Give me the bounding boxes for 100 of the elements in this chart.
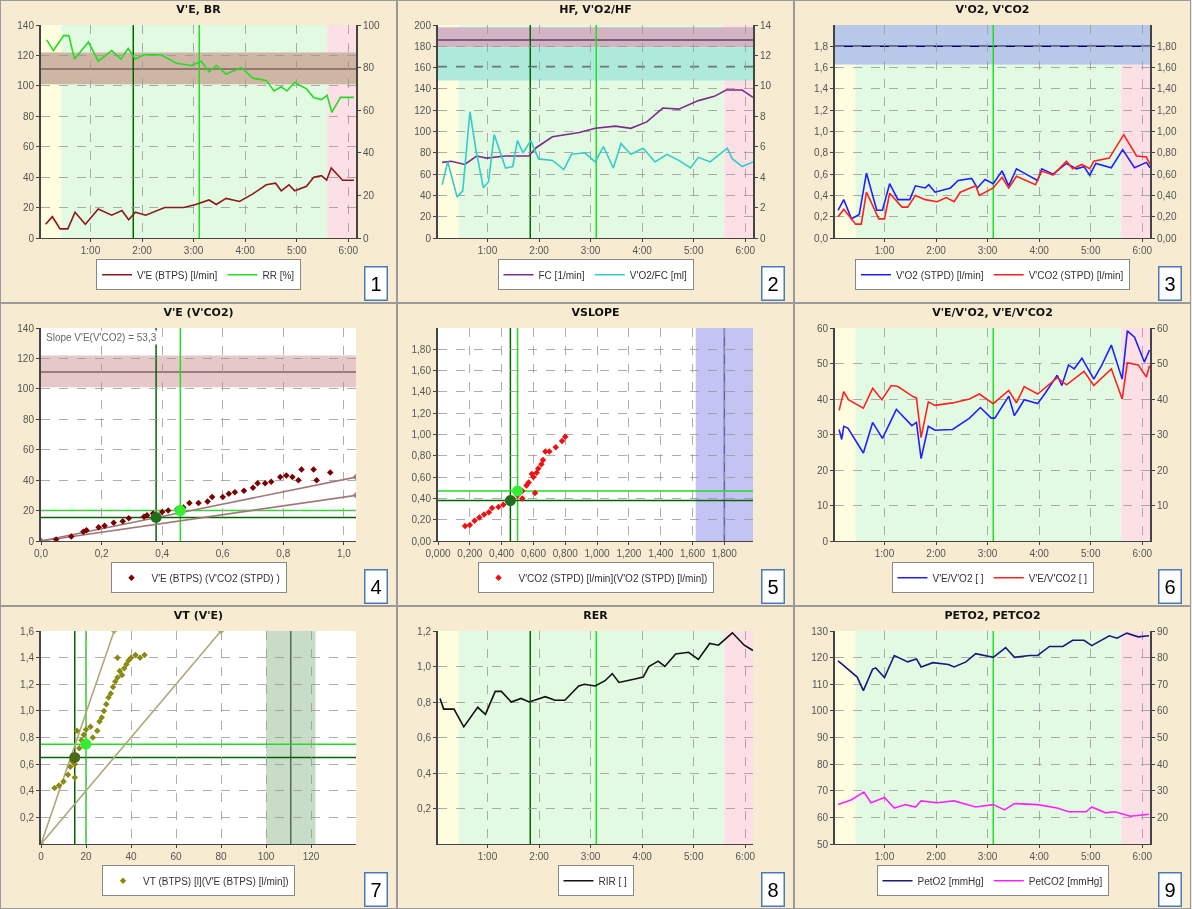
x-tick-label: 1,0 — [336, 548, 352, 559]
x-tick-label: 100 — [257, 851, 275, 862]
x-tick-label: 1,200 — [616, 548, 642, 559]
x-tick-label: 80 — [215, 851, 227, 862]
legend-label: V'E/V'CO2 [ ] — [1028, 572, 1088, 584]
x-tick-label: 1,800 — [711, 548, 738, 559]
x-tick-label: 0 — [38, 851, 45, 862]
y-tick-label: 0,8 — [417, 696, 432, 708]
x-tick-label: 6:00 — [1132, 548, 1153, 559]
x-tick-label: 2:00 — [132, 245, 153, 256]
y-tick-label: 0,4 — [814, 189, 829, 201]
y-tick-label: 1,40 — [411, 386, 432, 398]
y-tick-label: 20 — [816, 464, 829, 476]
x-tick-label: 5:00 — [1080, 548, 1101, 559]
y-tick-label: 0,2 — [814, 211, 829, 223]
legend-label: RIR [ ] — [598, 875, 628, 887]
y2-tick-label: 6 — [760, 141, 766, 153]
y-tick-label: 20 — [419, 211, 432, 223]
x-tick-label: 5:00 — [683, 851, 704, 862]
x-tick-label: 5:00 — [683, 245, 704, 256]
text: 1 — [370, 272, 382, 295]
y2-tick-label: 0,40 — [1157, 189, 1177, 201]
y2-tick-label: 30 — [1157, 785, 1169, 797]
y-tick-label: 80 — [22, 413, 35, 425]
y2-tick-label: 30 — [1157, 429, 1169, 440]
y-tick-label: 1,20 — [411, 407, 432, 419]
y-tick-label: 30 — [816, 429, 829, 440]
x-tick-label: 1,600 — [680, 548, 706, 559]
x-tick-label: 1:00 — [874, 245, 895, 256]
y2-tick-label: 70 — [1157, 678, 1169, 690]
y-tick-label: 140 — [17, 322, 35, 334]
x-tick-label: 1:00 — [477, 245, 498, 256]
y-tick-label: 0 — [28, 232, 35, 244]
y-tick-label: 0,4 — [20, 785, 35, 797]
x-tick-label: 0,200 — [457, 548, 483, 559]
x-tick-label: 20 — [80, 851, 92, 862]
y-tick-label: 0,6 — [417, 732, 432, 743]
y2-tick-label: 20 — [363, 189, 375, 201]
y-tick-label: 0 — [822, 535, 829, 547]
y2-tick-label: 90 — [1157, 625, 1169, 637]
y2-tick-label: 0 — [363, 232, 369, 244]
chart-title: RER — [583, 609, 609, 623]
x-tick-label: 6:00 — [735, 851, 756, 862]
text: 8 — [767, 878, 779, 901]
y2-tick-label: 12 — [760, 49, 772, 61]
x-tick-label: 6:00 — [1132, 245, 1153, 256]
chart-title: V'E, BR — [176, 3, 222, 17]
y-tick-label: 1,60 — [411, 365, 432, 377]
y2-tick-label: 0,60 — [1157, 168, 1177, 180]
y2-tick-label: 0,00 — [1157, 232, 1177, 244]
y2-tick-label: 60 — [1157, 705, 1169, 717]
x-tick-label: 1:00 — [477, 851, 498, 862]
y-tick-label: 1,0 — [417, 661, 432, 672]
legend-label: V'E/V'O2 [ ] — [932, 572, 984, 584]
y-tick-label: 120 — [17, 352, 35, 364]
y-tick-label: 80 — [816, 758, 829, 770]
x-tick-label: 5:00 — [286, 245, 307, 256]
y-tick-label: 0,8 — [814, 147, 829, 159]
legend-label: V'E (BTPS) (V'CO2 (STPD) ) — [151, 572, 280, 584]
chart-title: V'O2, V'CO2 — [955, 3, 1030, 17]
y-tick-label: 0,20 — [411, 514, 432, 526]
y-tick-label: 60 — [816, 322, 829, 334]
x-tick-label: 4:00 — [1029, 851, 1050, 862]
x-tick-label: 60 — [170, 851, 182, 862]
y-tick-label: 140 — [414, 83, 432, 95]
y-tick-label: 1,0 — [814, 126, 829, 137]
y2-tick-label: 0 — [760, 232, 766, 244]
y2-tick-label: 40 — [1157, 393, 1169, 405]
y2-tick-label: 50 — [1157, 358, 1169, 369]
y-tick-label: 0 — [28, 535, 35, 547]
y2-tick-label: 20 — [1157, 811, 1169, 823]
y-tick-label: 1,2 — [20, 678, 35, 690]
y-tick-label: 0,2 — [417, 803, 432, 814]
text: 4 — [370, 575, 382, 598]
y-tick-label: 80 — [22, 110, 35, 122]
y-tick-label: 1,0 — [20, 705, 35, 717]
x-tick-label: 4:00 — [1029, 245, 1050, 256]
x-tick-label: 3:00 — [977, 548, 998, 559]
x-tick-label: 5:00 — [1080, 851, 1101, 862]
y2-tick-label: 1,80 — [1157, 40, 1177, 52]
legend-label: PetO2 [mmHg] — [917, 875, 984, 887]
y-tick-label: 120 — [17, 49, 35, 61]
y2-tick-label: 0,20 — [1157, 211, 1177, 223]
x-tick-label: 1,400 — [648, 548, 674, 559]
y-tick-label: 20 — [22, 202, 35, 214]
y-tick-label: 1,2 — [417, 625, 432, 637]
chart-title: VT (V'E) — [173, 609, 224, 623]
legend-label: V'CO2 (STPD) [l/min](V'O2 (STPD) [l/min]) — [518, 572, 708, 584]
text: 7 — [370, 878, 382, 901]
x-tick-label: 4:00 — [1029, 548, 1050, 559]
y-tick-label: 120 — [414, 104, 432, 116]
y2-tick-label: 1,20 — [1157, 104, 1177, 116]
text: 5 — [767, 575, 779, 598]
y-tick-label: 0,00 — [411, 535, 432, 547]
y2-tick-label: 4 — [760, 171, 766, 183]
y-tick-label: 0,6 — [20, 758, 35, 770]
y-tick-label: 0,0 — [814, 232, 829, 244]
y-tick-label: 0,6 — [814, 168, 829, 180]
y-tick-label: 60 — [419, 168, 432, 180]
x-tick-label: 3:00 — [977, 245, 998, 256]
